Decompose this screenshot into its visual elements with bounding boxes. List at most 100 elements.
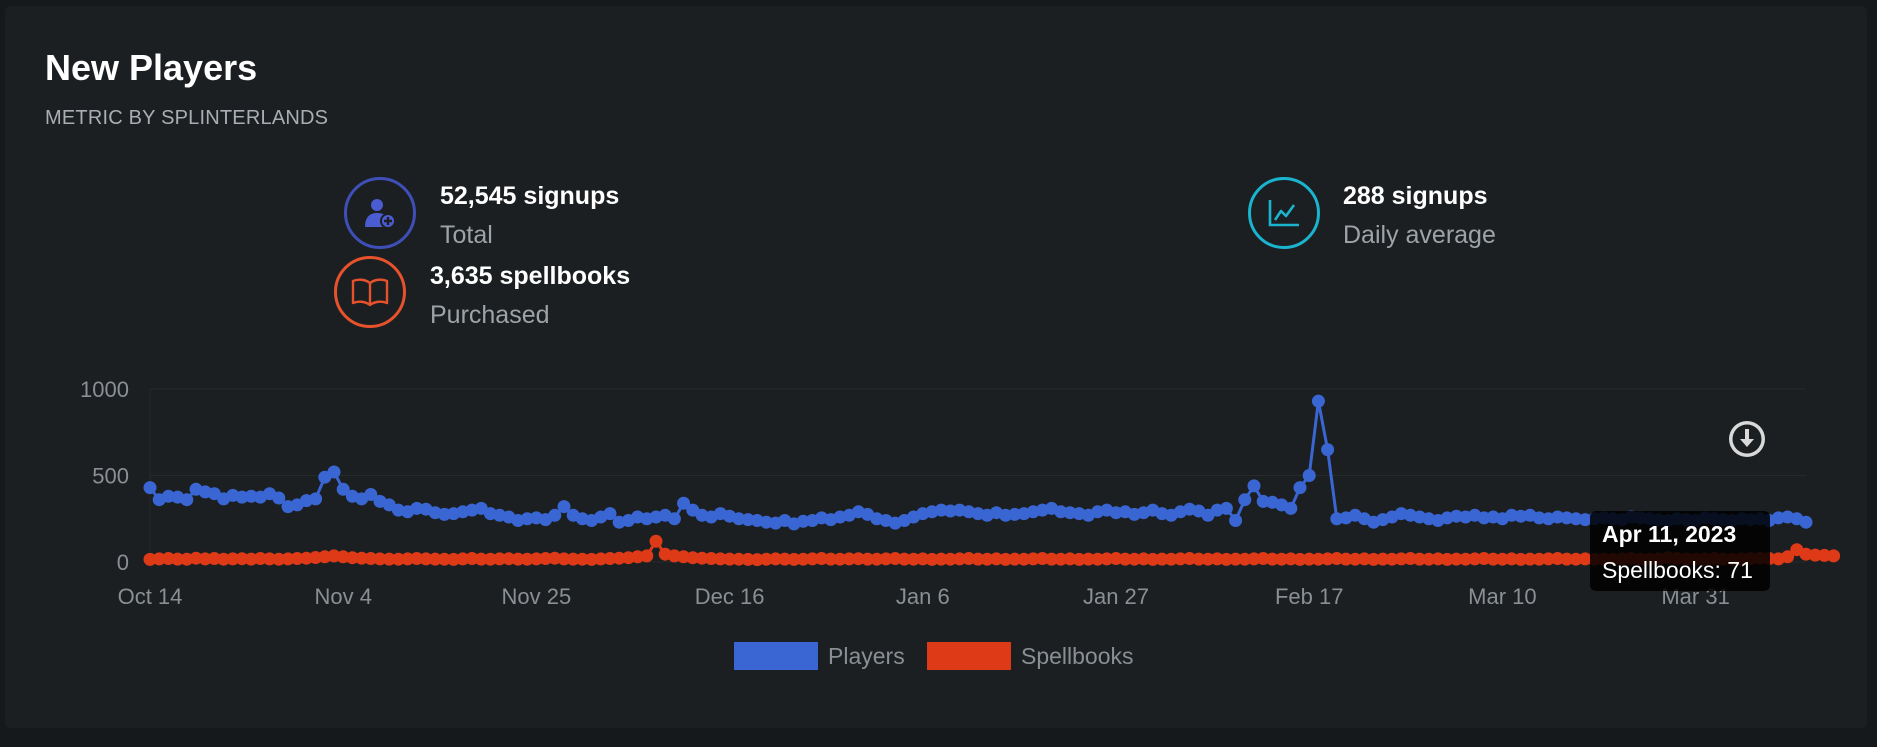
data-point[interactable] [272,491,286,505]
data-point[interactable] [713,552,727,566]
data-point[interactable] [529,552,543,566]
data-point[interactable] [1183,552,1197,565]
data-point[interactable] [1781,550,1795,564]
data-point[interactable] [1229,552,1243,566]
data-point[interactable] [217,552,231,566]
data-point[interactable] [603,507,617,521]
download-icon[interactable] [1727,419,1767,459]
data-point[interactable] [1275,552,1289,566]
data-point[interactable] [244,552,258,566]
data-point[interactable] [1413,552,1427,566]
data-point[interactable] [741,552,755,566]
data-point[interactable] [1109,552,1123,565]
data-point[interactable] [1045,552,1059,566]
data-point[interactable] [888,552,902,565]
data-point[interactable] [805,552,819,566]
data-point[interactable] [290,552,304,565]
data-point[interactable] [345,551,359,565]
data-point[interactable] [833,552,847,566]
data-point[interactable] [1449,552,1463,566]
data-point[interactable] [253,552,267,565]
data-point[interactable] [1321,443,1335,457]
data-point[interactable] [437,552,451,566]
data-point[interactable] [474,552,488,566]
data-point[interactable] [1238,552,1252,566]
data-point[interactable] [1385,552,1399,566]
data-point[interactable] [1173,552,1187,566]
data-point[interactable] [391,552,405,566]
data-point[interactable] [1256,552,1270,565]
data-point[interactable] [916,552,930,566]
data-point[interactable] [1293,552,1307,566]
data-point[interactable] [1201,552,1215,566]
data-point[interactable] [161,552,175,565]
data-point[interactable] [1219,501,1233,515]
data-point[interactable] [1155,552,1169,566]
data-point[interactable] [1486,552,1500,566]
data-point[interactable] [907,552,921,566]
data-point[interactable] [1026,552,1040,566]
data-point[interactable] [594,552,608,566]
data-point[interactable] [1541,552,1555,566]
data-point[interactable] [815,552,829,565]
data-point[interactable] [1505,552,1519,566]
data-point[interactable] [1459,552,1473,566]
data-point[interactable] [1468,552,1482,566]
data-point[interactable] [686,551,700,565]
data-point[interactable] [824,552,838,566]
data-point[interactable] [419,552,433,566]
legend-swatch-spellbooks[interactable] [927,642,1011,670]
data-point[interactable] [925,552,939,566]
data-point[interactable] [870,552,884,566]
data-point[interactable] [667,512,681,526]
data-point[interactable] [1164,552,1178,566]
data-point[interactable] [851,552,865,566]
data-point[interactable] [879,552,893,566]
data-point[interactable] [1311,552,1325,566]
data-point[interactable] [548,508,562,522]
data-point[interactable] [1330,552,1344,565]
data-point[interactable] [842,552,856,566]
data-point[interactable] [1229,514,1243,527]
data-point[interactable] [1321,552,1335,566]
data-point[interactable] [1560,552,1574,566]
data-point[interactable] [143,481,157,495]
data-point[interactable] [1247,479,1261,493]
data-point[interactable] [557,500,571,514]
data-point[interactable] [1008,552,1022,566]
data-point[interactable] [934,552,948,566]
data-point[interactable] [861,552,875,566]
data-point[interactable] [511,552,525,566]
data-point[interactable] [456,552,470,566]
data-point[interactable] [382,552,396,566]
data-point[interactable] [603,552,617,565]
data-point[interactable] [171,552,185,566]
data-point[interactable] [723,552,737,566]
data-point[interactable] [327,465,341,479]
data-point[interactable] [1403,552,1417,565]
data-point[interactable] [1551,552,1565,565]
data-point[interactable] [897,552,911,566]
data-point[interactable] [180,493,194,507]
data-point[interactable] [226,552,240,566]
data-point[interactable] [281,552,295,566]
data-point[interactable] [309,492,323,506]
data-point[interactable] [585,552,599,566]
data-point[interactable] [198,552,212,566]
data-point[interactable] [539,552,553,565]
data-point[interactable] [1146,552,1160,566]
data-point[interactable] [980,552,994,566]
data-point[interactable] [364,552,378,565]
data-point[interactable] [677,496,691,510]
data-point[interactable] [1495,552,1509,566]
data-point[interactable] [1247,552,1261,566]
data-point[interactable] [1118,552,1132,566]
data-point[interactable] [410,552,424,565]
data-point[interactable] [272,552,286,566]
data-point[interactable] [1817,548,1831,562]
data-point[interactable] [1265,552,1279,566]
data-point[interactable] [447,552,461,566]
data-point[interactable] [1302,469,1316,482]
data-point[interactable] [1311,394,1325,408]
